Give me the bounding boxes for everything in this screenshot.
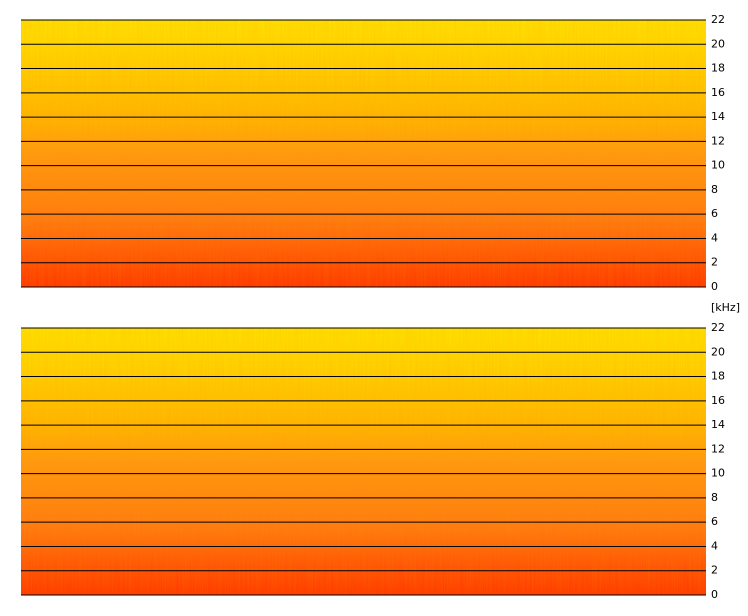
y-tick-label: 0 — [711, 588, 718, 601]
y-tick-label: 8 — [711, 491, 718, 504]
y-tick-label: 12 — [711, 442, 725, 455]
y-tick-label: 16 — [711, 394, 725, 407]
y-tick-label: 22 — [711, 321, 725, 334]
spectrogram-texture — [21, 328, 706, 595]
y-tick-label: 6 — [711, 207, 718, 220]
y-tick-label: 10 — [711, 467, 725, 480]
y-tick-label: 2 — [711, 564, 718, 577]
y-tick-label: 4 — [711, 539, 718, 552]
y-tick-label: 18 — [711, 62, 725, 75]
y-tick-label: 18 — [711, 370, 725, 383]
y-tick-label: 8 — [711, 183, 718, 196]
y-tick-label: 6 — [711, 515, 718, 528]
y-tick-label: 22 — [711, 13, 725, 26]
y-tick-label: 4 — [711, 231, 718, 244]
y-tick-label: 14 — [711, 418, 725, 431]
y-tick-label: 16 — [711, 86, 725, 99]
y-tick-label: 0 — [711, 280, 718, 293]
y-tick-label: 2 — [711, 256, 718, 269]
y-tick-label: 20 — [711, 37, 725, 50]
y-axis-unit: [kHz] — [711, 301, 740, 314]
spectrogram-texture — [21, 20, 706, 287]
y-tick-label: 14 — [711, 110, 725, 123]
y-tick-label: 12 — [711, 134, 725, 147]
y-tick-label: 10 — [711, 159, 725, 172]
y-tick-label: 20 — [711, 345, 725, 358]
